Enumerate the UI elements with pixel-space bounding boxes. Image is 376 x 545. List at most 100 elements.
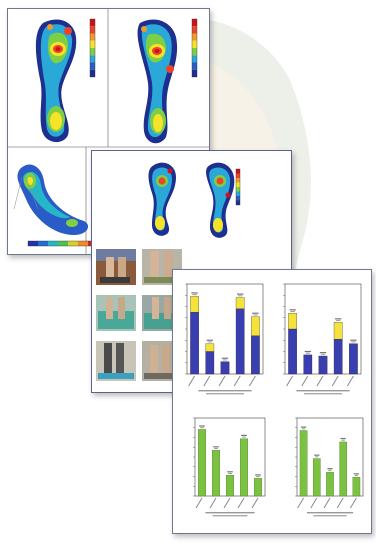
bar bbox=[205, 351, 215, 375]
scale-segment bbox=[192, 69, 197, 77]
caption-mark bbox=[296, 390, 350, 392]
scale-segment bbox=[236, 182, 240, 187]
scale-segment bbox=[192, 26, 197, 34]
scale-segment bbox=[90, 69, 95, 77]
bar-label-mark bbox=[256, 476, 260, 478]
photo-1 bbox=[96, 249, 136, 285]
bar-label-mark bbox=[290, 311, 295, 313]
bar bbox=[235, 308, 245, 375]
bar-label-mark bbox=[320, 353, 326, 355]
x-tick-label-mark bbox=[336, 497, 344, 509]
scale-segment bbox=[192, 55, 197, 63]
caption-mark bbox=[306, 512, 354, 514]
x-tick-label-mark bbox=[188, 375, 196, 387]
bar bbox=[212, 450, 221, 497]
bar-label-mark bbox=[228, 473, 232, 474]
scale-segment bbox=[90, 55, 95, 63]
bar-label-mark bbox=[253, 314, 258, 316]
bar bbox=[349, 343, 358, 375]
bar-label-mark bbox=[327, 468, 333, 470]
bar-label-mark bbox=[304, 350, 311, 353]
bar-label-mark bbox=[214, 448, 218, 450]
bar bbox=[251, 335, 260, 375]
bar-label-mark bbox=[354, 475, 359, 477]
left-foot-pressure-map bbox=[35, 19, 77, 143]
small-left-foot-map bbox=[148, 162, 176, 236]
bar bbox=[226, 475, 235, 497]
color-strip-segment bbox=[68, 241, 78, 246]
bar-label-mark bbox=[305, 352, 310, 354]
color-strip-segment bbox=[58, 241, 68, 246]
photo-figure bbox=[96, 162, 241, 381]
photo-5 bbox=[96, 341, 136, 381]
bar bbox=[333, 338, 343, 375]
bar bbox=[313, 458, 321, 497]
bar bbox=[240, 438, 249, 497]
scale-segment bbox=[236, 178, 240, 183]
bar-label-mark bbox=[191, 292, 198, 294]
bar-label-mark bbox=[289, 309, 296, 311]
bar-label-mark bbox=[241, 434, 247, 436]
color-strip-segment bbox=[28, 241, 38, 246]
x-tick-label-mark bbox=[301, 375, 309, 387]
bar-label-mark bbox=[206, 339, 213, 341]
x-tick-label-mark bbox=[248, 375, 256, 387]
bar-label-mark bbox=[350, 339, 357, 341]
bar bbox=[251, 316, 260, 336]
x-tick-label-mark bbox=[331, 375, 339, 387]
x-tick-label-mark bbox=[349, 497, 357, 509]
x-tick-label-mark bbox=[346, 375, 354, 387]
small-right-foot-map bbox=[206, 162, 235, 238]
bar bbox=[326, 471, 334, 497]
bar-label-mark bbox=[319, 352, 327, 354]
bar bbox=[288, 313, 297, 330]
chart-2 bbox=[283, 283, 362, 395]
bar-label-mark bbox=[328, 469, 332, 471]
bar-chart-figure bbox=[185, 283, 364, 517]
bar-label-mark bbox=[340, 437, 346, 440]
x-tick-label-mark bbox=[310, 497, 318, 509]
foot-pressure-figure bbox=[8, 9, 209, 254]
scale-segment bbox=[192, 40, 197, 48]
x-tick-label-mark bbox=[233, 375, 241, 387]
bar bbox=[318, 355, 328, 375]
x-tick-label-mark bbox=[203, 375, 211, 387]
photo-grid bbox=[96, 249, 182, 381]
bar bbox=[352, 477, 361, 497]
pressure-scale-left bbox=[89, 18, 96, 78]
color-strip-segment bbox=[48, 241, 58, 246]
scale-segment bbox=[90, 19, 95, 27]
scale-segment bbox=[236, 187, 240, 192]
x-tick-label-mark bbox=[251, 497, 259, 509]
caption-mark bbox=[212, 515, 248, 517]
bar bbox=[288, 328, 297, 375]
bar-label-mark bbox=[336, 320, 341, 322]
x-tick-label-mark bbox=[297, 497, 305, 509]
scale-segment bbox=[236, 173, 240, 178]
scale-segment bbox=[192, 62, 197, 70]
scale-segment bbox=[192, 19, 197, 27]
bar bbox=[190, 296, 199, 313]
bar-label-mark bbox=[301, 428, 306, 430]
x-tick-label-mark bbox=[195, 497, 203, 509]
bar bbox=[197, 429, 206, 497]
bar-label-mark bbox=[199, 425, 205, 427]
bar-label-mark bbox=[314, 454, 320, 456]
scale-segment bbox=[236, 191, 240, 196]
scale-segment bbox=[236, 200, 240, 205]
bar-label-mark bbox=[200, 427, 204, 429]
x-tick-label-mark bbox=[209, 497, 217, 509]
caption-mark bbox=[313, 515, 347, 517]
caption-mark bbox=[206, 393, 244, 395]
photo-3 bbox=[96, 295, 136, 331]
bar bbox=[190, 311, 199, 375]
bar-label-mark bbox=[222, 359, 228, 361]
bar-label-mark bbox=[213, 446, 219, 448]
x-tick-label-mark bbox=[286, 375, 294, 387]
bar-label-mark bbox=[207, 341, 212, 343]
bar-label-mark bbox=[238, 295, 243, 297]
scale-segment bbox=[90, 62, 95, 70]
bar-label-mark bbox=[351, 341, 356, 343]
caption-mark bbox=[198, 390, 252, 392]
scale-segment bbox=[90, 33, 95, 41]
